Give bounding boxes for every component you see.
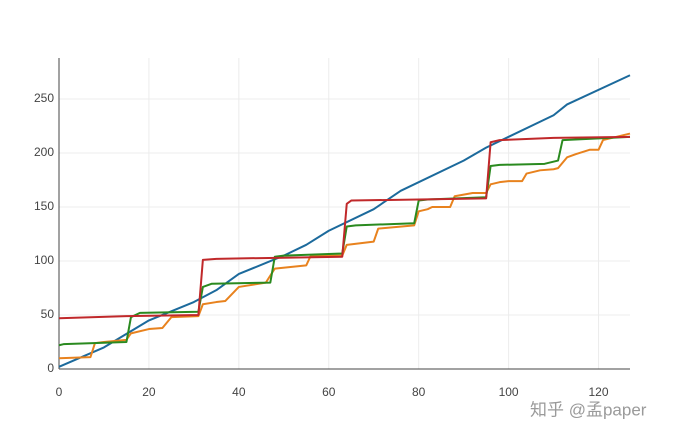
y-tick-label: 150 xyxy=(34,199,54,213)
x-tick-label: 100 xyxy=(499,385,519,399)
series-line xyxy=(58,135,631,320)
x-tick-label: 80 xyxy=(412,385,426,399)
y-tick-label: 50 xyxy=(41,307,55,321)
y-tick-label: 100 xyxy=(34,253,54,267)
x-tick-label: 20 xyxy=(142,385,156,399)
x-tick-label: 0 xyxy=(56,385,63,399)
y-tick-label: 0 xyxy=(47,361,54,375)
x-tick-label: 40 xyxy=(232,385,246,399)
series-line xyxy=(58,74,631,368)
y-tick-label: 250 xyxy=(34,91,54,105)
series-line xyxy=(58,132,631,360)
x-tick-label: 60 xyxy=(322,385,336,399)
watermark: 知乎 @孟paper xyxy=(530,400,647,419)
y-tick-label: 200 xyxy=(34,145,54,159)
x-tick-label: 120 xyxy=(589,385,609,399)
